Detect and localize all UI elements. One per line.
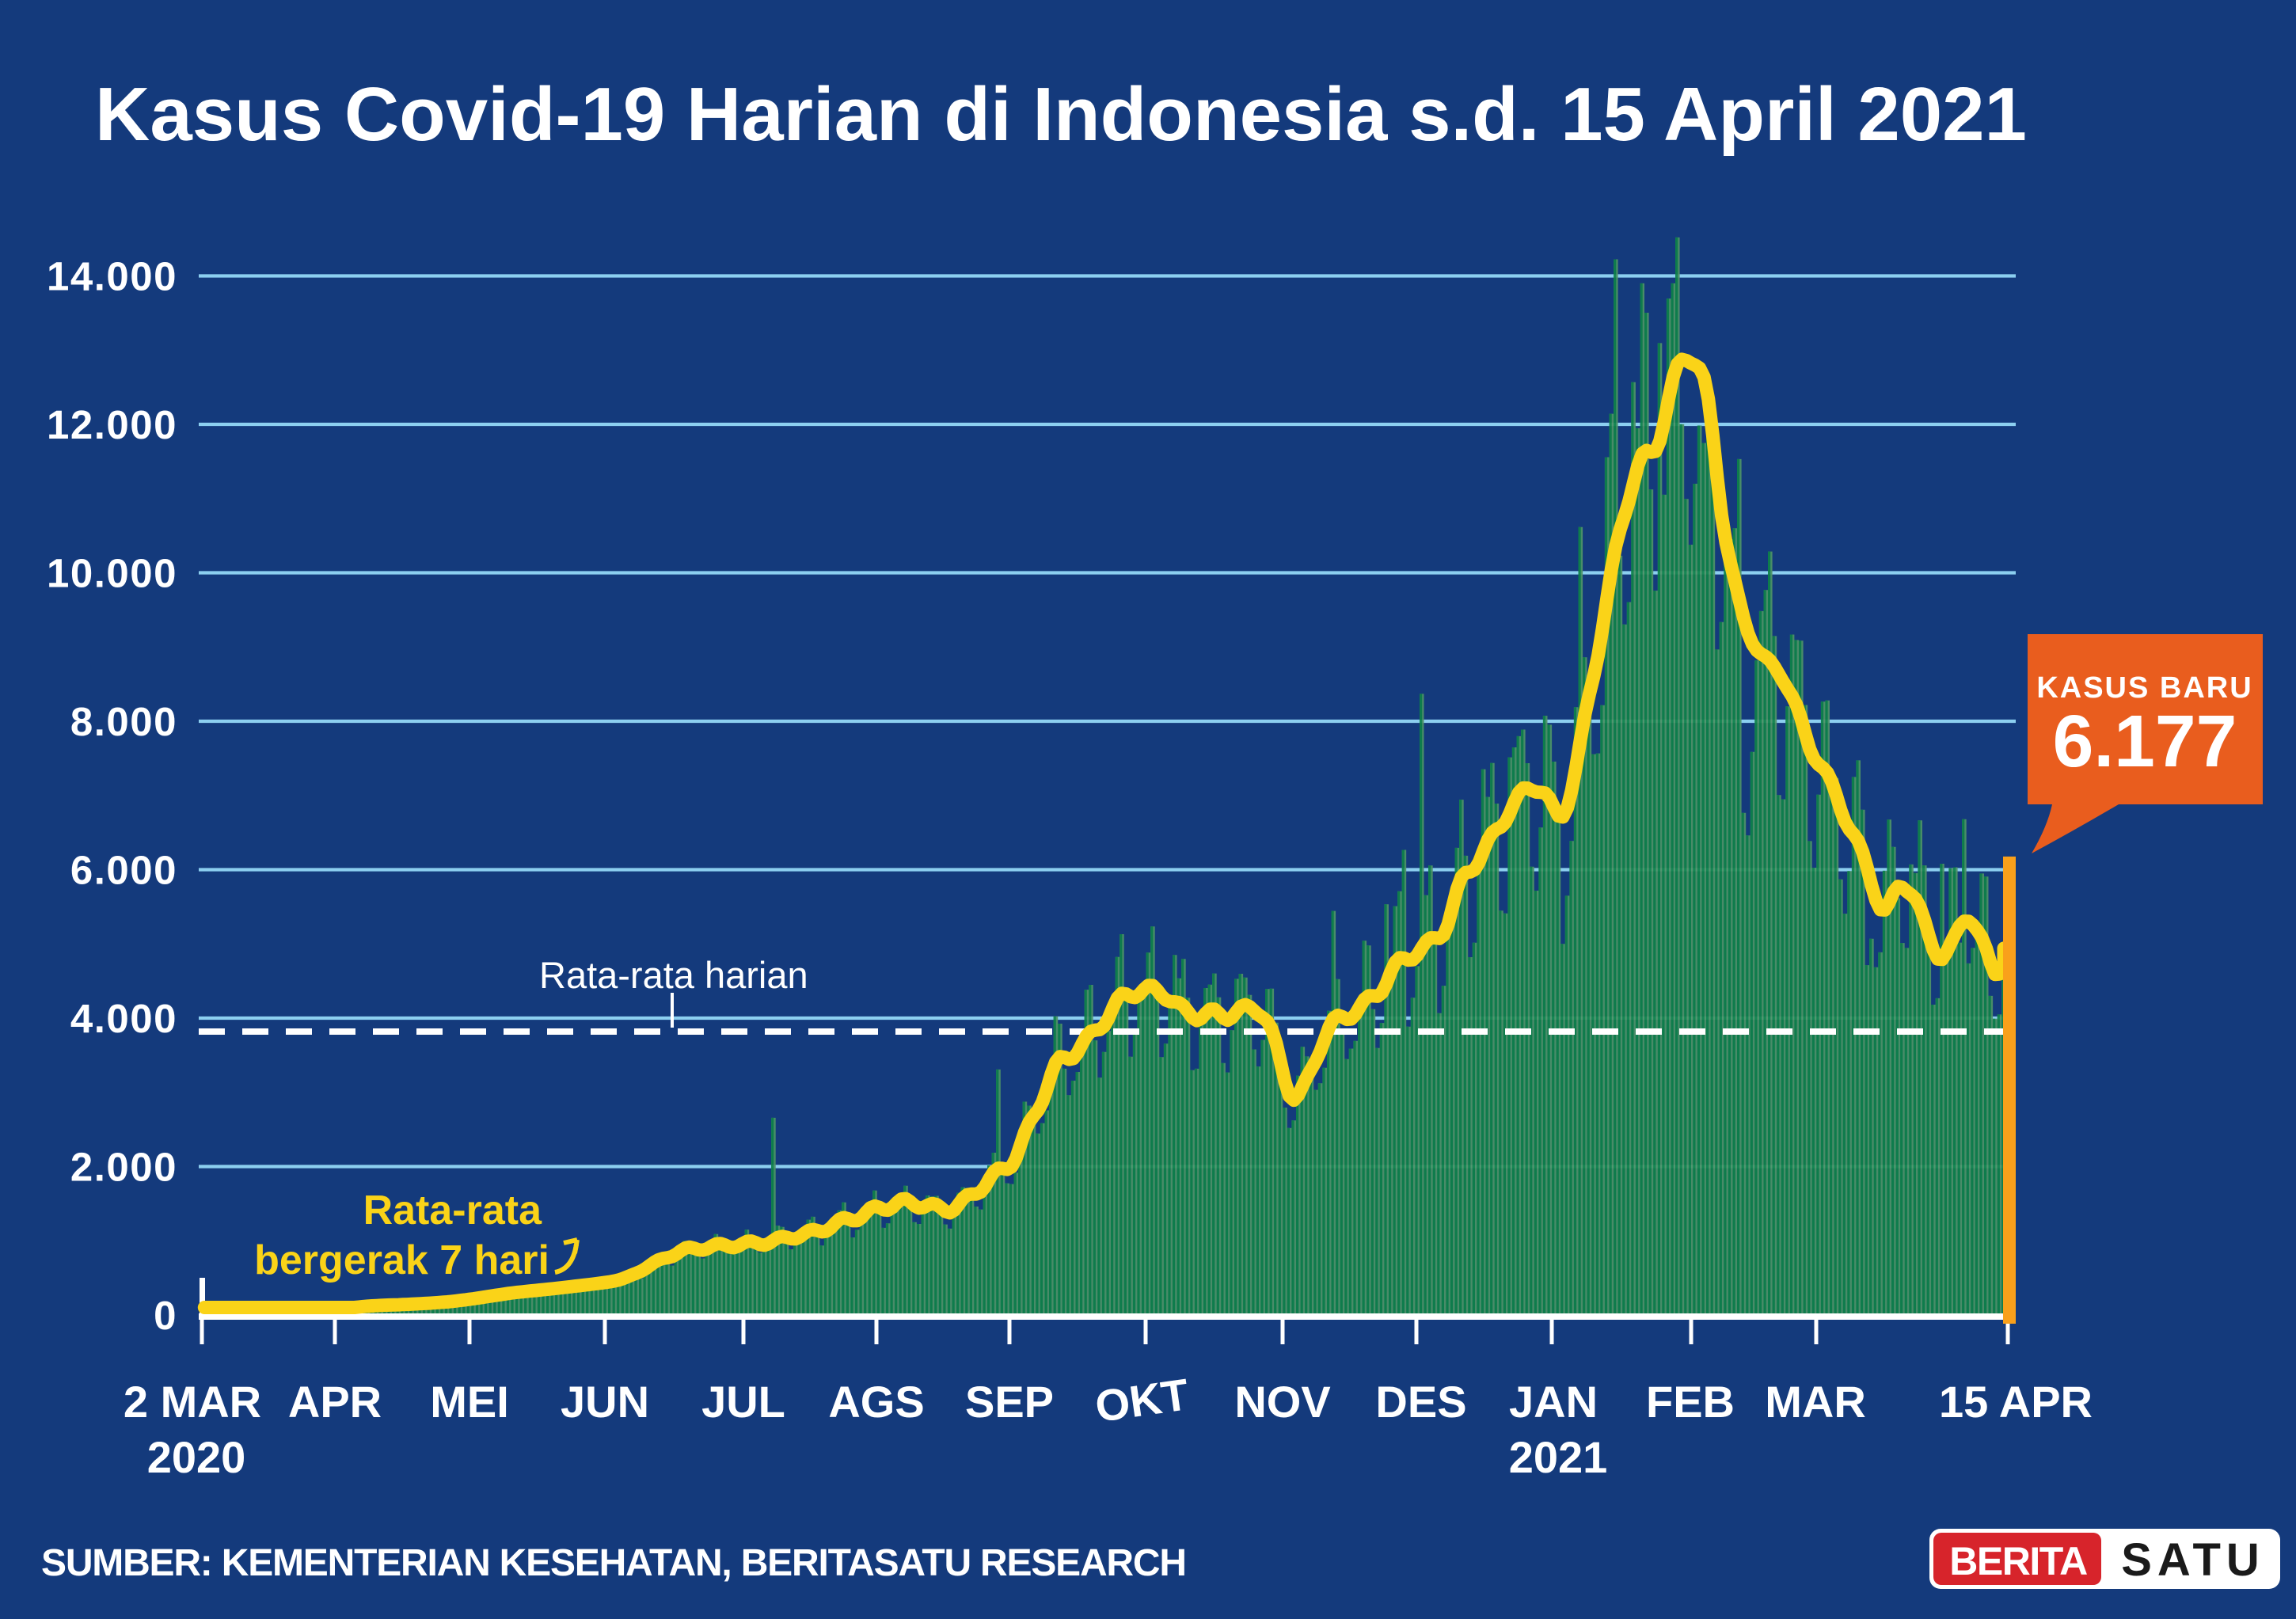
svg-text:10.000: 10.000 <box>47 551 177 596</box>
svg-text:FEB: FEB <box>1646 1377 1735 1427</box>
svg-text:12.000: 12.000 <box>47 402 177 447</box>
svg-text:6.000: 6.000 <box>70 848 177 893</box>
svg-text:APR: APR <box>288 1377 382 1427</box>
svg-text:OKT: OKT <box>1092 1369 1192 1431</box>
svg-text:2 MAR: 2 MAR <box>124 1377 261 1427</box>
svg-text:SUMBER: KEMENTERIAN KESEHATAN,: SUMBER: KEMENTERIAN KESEHATAN, BERITASAT… <box>41 1542 1186 1584</box>
svg-text:KASUS BARU: KASUS BARU <box>2036 671 2252 705</box>
svg-text:Rata-rata: Rata-rata <box>363 1188 542 1233</box>
svg-text:SATU: SATU <box>2121 1534 2265 1586</box>
svg-text:8.000: 8.000 <box>70 699 177 744</box>
svg-text:BERITA: BERITA <box>1949 1539 2087 1583</box>
svg-text:SEP: SEP <box>965 1377 1054 1427</box>
svg-text:AGS: AGS <box>828 1377 924 1427</box>
svg-text:MEI: MEI <box>430 1377 509 1427</box>
svg-text:bergerak 7 hari: bergerak 7 hari <box>254 1237 549 1283</box>
svg-text:2021: 2021 <box>1509 1432 1608 1482</box>
svg-text:NOV: NOV <box>1234 1377 1330 1427</box>
svg-text:4.000: 4.000 <box>70 996 177 1041</box>
svg-text:0: 0 <box>154 1293 177 1338</box>
svg-text:DES: DES <box>1375 1377 1466 1427</box>
svg-text:14.000: 14.000 <box>47 254 177 299</box>
svg-text:Rata-rata harian: Rata-rata harian <box>539 954 808 996</box>
svg-text:JUN: JUN <box>561 1377 649 1427</box>
svg-text:JUL: JUL <box>701 1377 785 1427</box>
svg-text:2020: 2020 <box>147 1432 246 1482</box>
svg-text:6.177: 6.177 <box>2053 700 2237 782</box>
svg-text:JAN: JAN <box>1509 1377 1598 1427</box>
svg-text:MAR: MAR <box>1765 1377 1866 1427</box>
svg-text:15 APR: 15 APR <box>1939 1377 2093 1427</box>
svg-text:2.000: 2.000 <box>70 1145 177 1190</box>
